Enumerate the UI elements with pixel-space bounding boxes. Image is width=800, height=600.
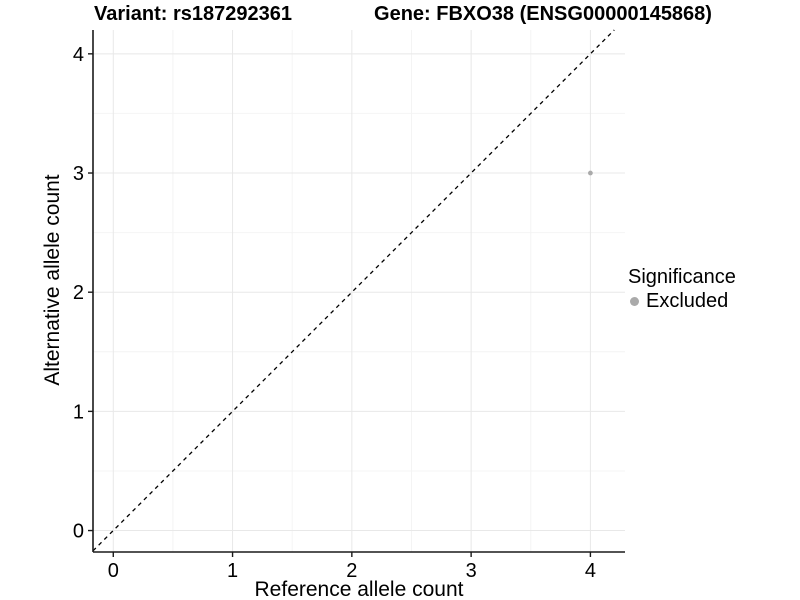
legend: Significance Excluded	[628, 266, 736, 312]
y-tick-label: 2	[73, 282, 84, 304]
y-tick-label: 3	[73, 163, 84, 185]
data-point	[588, 170, 593, 176]
legend-title: Significance	[628, 266, 736, 288]
x-axis-label: Reference allele count	[254, 578, 464, 600]
y-tick-label: 4	[73, 44, 84, 66]
x-tick-label: 2	[346, 560, 357, 582]
x-tick-label: 3	[466, 560, 477, 582]
legend-key-dot-icon	[630, 296, 639, 306]
y-axis-label: Alternative allele count	[41, 174, 64, 386]
identity-reference-line	[92, 29, 615, 552]
variant-title: Variant: rs187292361	[94, 3, 292, 25]
x-tick-label: 0	[108, 560, 119, 582]
x-tick-label: 4	[585, 560, 596, 582]
legend-items: Excluded	[628, 290, 736, 312]
gene-title: Gene: FBXO38 (ENSG00000145868)	[374, 3, 712, 25]
y-tick-label: 1	[73, 401, 84, 423]
legend-item: Excluded	[628, 290, 736, 312]
y-tick-label: 0	[73, 521, 84, 543]
x-tick-label: 1	[227, 560, 238, 582]
legend-item-label: Excluded	[646, 290, 729, 312]
